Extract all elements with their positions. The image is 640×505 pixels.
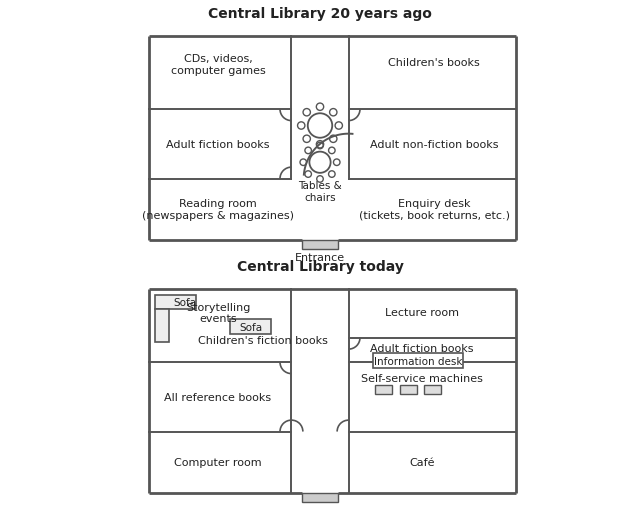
- Text: Children's books: Children's books: [388, 58, 480, 68]
- Bar: [301, 493, 339, 502]
- Text: Tables &
chairs: Tables & chairs: [298, 181, 342, 202]
- Text: Central Library 20 years ago: Central Library 20 years ago: [208, 7, 432, 21]
- Text: Adult non-fiction books: Adult non-fiction books: [370, 139, 499, 149]
- Text: Enquiry desk
(tickets, book returns, etc.): Enquiry desk (tickets, book returns, etc…: [359, 199, 509, 221]
- Text: CDs, videos,
computer games: CDs, videos, computer games: [171, 55, 266, 76]
- Bar: [230, 320, 271, 334]
- Text: Computer room: Computer room: [174, 457, 262, 467]
- Text: Central Library today: Central Library today: [237, 260, 403, 274]
- Text: Adult fiction books: Adult fiction books: [371, 343, 474, 353]
- Text: Reading room
(newspapers & magazines): Reading room (newspapers & magazines): [142, 199, 294, 221]
- Text: Information desk: Information desk: [374, 356, 462, 366]
- Bar: [375, 385, 392, 394]
- Text: Lecture room: Lecture room: [385, 308, 459, 318]
- Bar: [424, 385, 441, 394]
- Text: Entrance: Entrance: [295, 252, 345, 263]
- Bar: [301, 240, 339, 249]
- Text: Sofa: Sofa: [239, 322, 262, 332]
- Text: Storytelling
events: Storytelling events: [186, 302, 250, 324]
- Bar: [399, 385, 417, 394]
- Text: Adult fiction books: Adult fiction books: [166, 139, 269, 149]
- Bar: [155, 310, 169, 342]
- Text: All reference books: All reference books: [164, 392, 271, 402]
- Text: Self-service machines: Self-service machines: [361, 374, 483, 384]
- Text: Sofa: Sofa: [174, 297, 197, 308]
- Text: Children's fiction books: Children's fiction books: [198, 335, 328, 345]
- Bar: [155, 295, 196, 310]
- Bar: [373, 353, 463, 369]
- Text: Café: Café: [409, 457, 435, 467]
